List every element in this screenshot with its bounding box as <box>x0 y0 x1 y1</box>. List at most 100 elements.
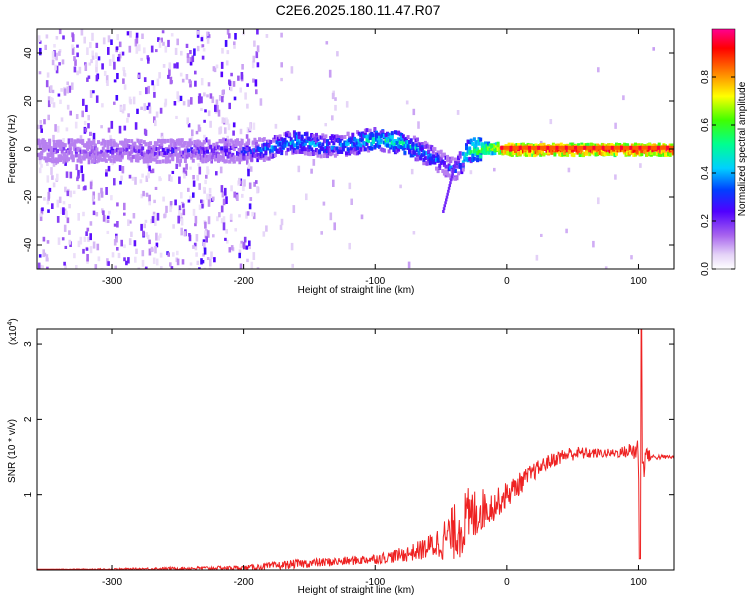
noise-cell <box>200 78 204 86</box>
noise-cell <box>127 219 130 226</box>
noise-cell <box>540 233 543 237</box>
noise-cell <box>44 44 47 50</box>
ridge-cell <box>258 137 262 142</box>
colorbar-tick-label: 0.0 <box>700 262 711 276</box>
noise-cell <box>197 96 201 104</box>
noise-cell <box>113 79 117 83</box>
noise-cell <box>45 254 49 262</box>
ridge-cell <box>618 148 622 153</box>
ridge-cell <box>632 148 636 153</box>
noise-cell <box>239 243 243 249</box>
ridge-cell <box>179 153 183 158</box>
ridge-cell <box>63 152 67 157</box>
ridge-cell <box>269 140 273 144</box>
ridge-cell <box>217 158 220 163</box>
ridge-cell <box>204 159 208 164</box>
noise-cell <box>87 75 91 79</box>
noise-cell <box>106 215 110 219</box>
noise-cell <box>207 82 211 87</box>
ridge-cell <box>630 143 634 148</box>
ridge-cell <box>93 143 97 148</box>
noise-cell <box>69 190 73 198</box>
noise-cell <box>91 55 95 60</box>
ridge-cell <box>228 148 232 152</box>
ridge-cell <box>495 142 498 147</box>
ridge-cell <box>142 140 146 145</box>
noise-cell <box>177 215 180 224</box>
noise-cell <box>65 210 68 218</box>
tone-line-cell <box>592 145 596 150</box>
ridge-cell <box>283 143 287 148</box>
ridge-cell <box>472 143 476 148</box>
ridge-cell <box>288 142 292 147</box>
ridge-cell <box>158 145 162 150</box>
ridge-cell <box>95 147 99 152</box>
ridge-cell <box>202 149 206 154</box>
ridge-cell <box>155 142 159 147</box>
noise-cell <box>139 179 143 184</box>
noise-cell <box>60 88 63 92</box>
noise-cell <box>254 79 258 87</box>
ridge-cell <box>209 154 213 159</box>
ridge-cell <box>545 148 549 153</box>
ridge-cell <box>471 158 475 162</box>
noise-cell <box>493 167 496 172</box>
noise-cell <box>97 56 101 61</box>
noise-cell <box>565 228 568 234</box>
ridge-cell <box>441 153 445 157</box>
ridge-cell <box>191 158 195 163</box>
noise-cell <box>136 108 139 114</box>
ridge-cell <box>67 149 70 154</box>
ridge-cell <box>318 150 322 155</box>
ridge-cell <box>499 150 503 154</box>
noise-cell <box>239 87 242 93</box>
noise-cell <box>108 59 112 66</box>
ridge-cell <box>450 156 454 161</box>
ridge-cell <box>206 149 209 154</box>
ridge-cell <box>477 141 481 146</box>
ridge-cell <box>412 135 416 140</box>
noise-cell <box>52 102 56 108</box>
ridge-cell <box>169 142 173 147</box>
ridge-cell <box>277 149 281 154</box>
ridge-cell <box>400 133 404 137</box>
ridge-cell <box>420 148 424 153</box>
ridge-cell <box>447 167 451 172</box>
ridge-cell <box>65 149 69 154</box>
noise-cell <box>145 266 148 269</box>
ridge-cell <box>38 145 42 150</box>
noise-cell <box>150 45 154 53</box>
ridge-cell <box>542 152 546 157</box>
ridge-cell <box>43 145 47 150</box>
ridge-cell <box>122 141 126 146</box>
ridge-cell <box>335 138 339 142</box>
ridge-cell <box>220 139 224 144</box>
noise-cell <box>60 117 64 122</box>
ridge-cell <box>101 146 105 151</box>
ridge-cell <box>182 150 186 155</box>
ridge-cell <box>332 145 336 150</box>
ridge-cell <box>302 142 306 147</box>
ridge-cell <box>185 145 189 150</box>
noise-cell <box>204 109 207 113</box>
ridge-cell <box>363 142 367 147</box>
ridge-cell <box>117 150 121 154</box>
noise-cell <box>153 91 156 98</box>
noise-cell <box>196 45 200 52</box>
noise-cell <box>47 191 51 199</box>
ridge-cell <box>441 159 445 164</box>
ridge-cell <box>51 151 55 156</box>
ridge-cell <box>68 147 72 152</box>
noise-cell <box>225 60 229 66</box>
noise-cell <box>106 219 110 223</box>
noise-cell <box>69 110 72 116</box>
ridge-cell <box>243 149 247 154</box>
ridge-cell <box>525 152 528 157</box>
noise-cell <box>291 263 294 268</box>
ridge-cell <box>71 142 75 147</box>
noise-cell <box>198 166 202 175</box>
tone-line-cell <box>666 145 670 150</box>
ridge-cell <box>512 148 516 153</box>
ridge-cell <box>104 158 108 163</box>
noise-cell <box>140 193 144 199</box>
